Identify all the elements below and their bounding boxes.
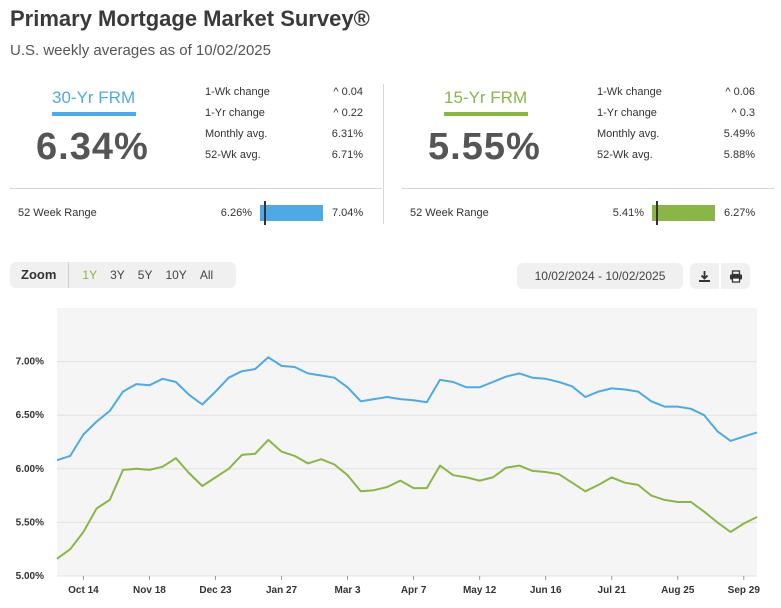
- stat-label: 1-Yr change: [597, 107, 657, 119]
- x-tick-label: Aug 25: [661, 585, 695, 596]
- range-current-marker: [656, 201, 658, 225]
- page-title: Primary Mortgage Market Survey®: [10, 6, 370, 31]
- x-tick-label: Oct 14: [68, 585, 99, 596]
- x-tick-label: Nov 18: [133, 585, 166, 596]
- panel-divider: [383, 84, 384, 224]
- rate-history-chart: 5.00% 5.50% 6.00% 6.50% 7.00% Oct 14 Nov 18 De…: [16, 308, 761, 596]
- stat-label: 1-Wk change: [597, 86, 662, 98]
- rate-panel-30yr: 30-Yr FRM 6.34% 1-Wk change ^ 0.04 1-Yr c…: [10, 82, 382, 225]
- y-tick-label: 7.00%: [16, 357, 44, 368]
- stat-row-1wk: 1-Wk change ^ 0.06: [597, 86, 755, 107]
- stat-label: 1-Wk change: [205, 86, 270, 98]
- range-current-marker: [264, 201, 266, 225]
- download-button[interactable]: [690, 263, 719, 289]
- y-tick-label: 5.00%: [16, 571, 44, 582]
- print-icon: [729, 269, 742, 283]
- y-tick-label: 6.50%: [16, 410, 44, 421]
- x-tick-label: Apr 7: [401, 585, 427, 596]
- stat-row-1yr: 1-Yr change ^ 0.3: [597, 107, 755, 128]
- x-tick-label: Jul 21: [598, 585, 627, 596]
- rate-name: 15-Yr FRM: [444, 88, 528, 107]
- zoom-all-button[interactable]: All: [199, 268, 214, 282]
- stat-label: Monthly avg.: [205, 128, 268, 140]
- date-range-picker[interactable]: 10/02/2024 - 10/02/2025: [517, 263, 683, 289]
- stat-row-1yr: 1-Yr change ^ 0.22: [205, 107, 363, 128]
- x-tick-label: Jun 16: [530, 585, 562, 596]
- zoom-5y-button[interactable]: 5Y: [137, 268, 153, 282]
- range-label: 52 Week Range: [18, 207, 97, 219]
- y-tick-label: 5.50%: [16, 517, 44, 528]
- rate-stats: 1-Wk change ^ 0.04 1-Yr change ^ 0.22 Mont…: [205, 86, 363, 170]
- stat-value: ^ 0.04: [333, 86, 363, 98]
- rate-name: 30-Yr FRM: [52, 88, 136, 107]
- range-low: 5.41%: [612, 207, 644, 219]
- rate-stats: 1-Wk change ^ 0.06 1-Yr change ^ 0.3 Month…: [597, 86, 755, 170]
- rate-underline: [52, 112, 136, 116]
- series-line-30yr: [56, 356, 758, 462]
- print-button[interactable]: [721, 263, 750, 289]
- x-tick-label: Dec 23: [199, 585, 232, 596]
- zoom-3y-button[interactable]: 3Y: [110, 268, 125, 282]
- divider: [402, 188, 774, 189]
- range-bar: [260, 205, 323, 221]
- download-icon: [699, 270, 710, 282]
- zoom-label: Zoom: [10, 262, 70, 288]
- plot-area: [57, 308, 757, 576]
- range-bar: [652, 205, 715, 221]
- x-tick-label: Sep 29: [728, 585, 761, 596]
- x-tick-label: Jan 27: [266, 585, 298, 596]
- series-line-15yr: [56, 438, 758, 560]
- page-subtitle: U.S. weekly averages as of 10/02/2025: [10, 42, 271, 59]
- range-high: 7.04%: [332, 207, 364, 219]
- x-tick-label: May 12: [463, 585, 497, 596]
- rate-panel-15yr: 15-Yr FRM 5.55% 1-Wk change ^ 0.06 1-Yr c…: [402, 82, 774, 225]
- range-high: 6.27%: [724, 207, 756, 219]
- stat-value: 5.49%: [723, 128, 755, 140]
- rate-value: 5.55%: [428, 126, 541, 168]
- stat-value: 5.88%: [723, 149, 755, 161]
- stat-value: ^ 0.06: [725, 86, 755, 98]
- rate-value: 6.34%: [36, 126, 149, 168]
- stat-value: 6.31%: [331, 128, 363, 140]
- stat-label: Monthly avg.: [597, 128, 660, 140]
- stat-value: 6.71%: [331, 149, 363, 161]
- stat-label: 52-Wk avg.: [597, 149, 653, 161]
- x-tick-label: Mar 3: [335, 585, 362, 596]
- stat-row-52wk: 52-Wk avg. 6.71%: [205, 149, 363, 170]
- stat-value: ^ 0.3: [731, 107, 755, 119]
- y-tick-label: 6.00%: [16, 464, 44, 475]
- stat-value: ^ 0.22: [333, 107, 363, 119]
- divider: [10, 188, 382, 189]
- stat-row-monthly: Monthly avg. 5.49%: [597, 128, 755, 149]
- range-label: 52 Week Range: [410, 207, 489, 219]
- rate-underline: [444, 112, 528, 116]
- range-low: 6.26%: [220, 207, 252, 219]
- zoom-1y-button[interactable]: 1Y: [82, 268, 98, 282]
- stat-label: 1-Yr change: [205, 107, 265, 119]
- zoom-bar: Zoom 1Y 3Y 5Y 10Y All: [10, 262, 236, 288]
- stat-row-monthly: Monthly avg. 6.31%: [205, 128, 363, 149]
- stat-row-1wk: 1-Wk change ^ 0.04: [205, 86, 363, 107]
- stat-row-52wk: 52-Wk avg. 5.88%: [597, 149, 755, 170]
- stat-label: 52-Wk avg.: [205, 149, 261, 161]
- zoom-10y-button[interactable]: 10Y: [165, 268, 187, 282]
